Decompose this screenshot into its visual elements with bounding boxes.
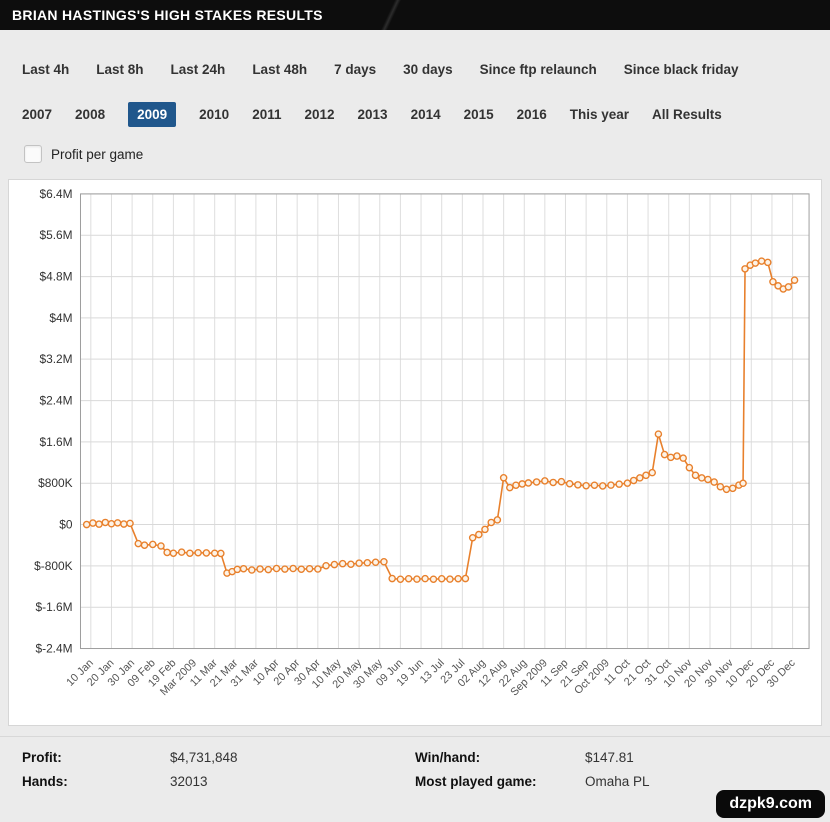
- time-filter-since-ftp-relaunch[interactable]: Since ftp relaunch: [479, 62, 597, 77]
- year-tab-2014[interactable]: 2014: [410, 106, 441, 122]
- time-filter-30-days[interactable]: 30 days: [403, 62, 453, 77]
- svg-text:$0: $0: [59, 518, 73, 532]
- win-per-hand-value: $147.81: [585, 749, 634, 765]
- most-played-game-value: Omaha PL: [585, 773, 650, 789]
- title-bar: BRIAN HASTINGS'S HIGH STAKES RESULTS: [0, 0, 830, 30]
- year-tab-2012[interactable]: 2012: [304, 106, 335, 122]
- time-filter-last-24h[interactable]: Last 24h: [170, 62, 226, 77]
- year-tab-2010[interactable]: 2010: [199, 106, 230, 122]
- year-tab-2009[interactable]: 2009: [128, 101, 177, 127]
- results-chart-panel: 10 Jan 20 Jan 30 Jan 09 Feb 19 Feb Mar 2009 11…: [8, 179, 822, 726]
- year-tab-all-results[interactable]: All Results: [652, 106, 722, 122]
- time-filter-last-8h[interactable]: Last 8h: [96, 62, 144, 77]
- profit-label: Profit:: [22, 749, 62, 765]
- time-filter-last-4h[interactable]: Last 4h: [22, 62, 70, 77]
- svg-text:$-2.4M: $-2.4M: [35, 641, 72, 655]
- year-tab-2007[interactable]: 2007: [22, 106, 53, 122]
- year-tab-this-year[interactable]: This year: [569, 106, 629, 122]
- hands-label: Hands:: [22, 773, 68, 789]
- svg-text:$4M: $4M: [49, 311, 72, 325]
- profit-per-game-toggle[interactable]: Profit per game: [24, 145, 830, 163]
- most-played-game-label: Most played game:: [415, 773, 537, 789]
- win-per-hand-label: Win/hand:: [415, 749, 481, 765]
- site-logo: dzpk9.com: [716, 789, 825, 818]
- year-tab-2016[interactable]: 2016: [516, 106, 547, 122]
- year-tab-2015[interactable]: 2015: [463, 106, 494, 122]
- profit-per-game-checkbox[interactable]: [24, 145, 42, 163]
- time-range-filters: Last 4h Last 8h Last 24h Last 48h 7 days 30 d…: [22, 62, 830, 77]
- time-filter-since-black-friday[interactable]: Since black friday: [623, 62, 739, 77]
- profit-per-game-label: Profit per game: [51, 146, 144, 162]
- year-tab-2013[interactable]: 2013: [357, 106, 388, 122]
- year-filters: 2007 2008 2009 2010 2011 2012 2013 2014 2015 2016…: [22, 101, 830, 127]
- svg-text:$6.4M: $6.4M: [39, 187, 72, 201]
- svg-text:$2.4M: $2.4M: [39, 394, 72, 408]
- year-tab-2008[interactable]: 2008: [75, 106, 106, 122]
- svg-text:$1.6M: $1.6M: [39, 435, 72, 449]
- hands-value: 32013: [170, 773, 208, 789]
- svg-text:$800K: $800K: [38, 476, 72, 490]
- svg-text:$5.6M: $5.6M: [39, 228, 72, 242]
- stats-grid: Profit: $4,731,848 Win/hand: $147.81 Han…: [22, 750, 830, 789]
- time-filter-last-48h[interactable]: Last 48h: [252, 62, 308, 77]
- time-filter-7-days[interactable]: 7 days: [334, 62, 377, 77]
- svg-text:$-800K: $-800K: [34, 559, 72, 573]
- svg-text:$4.8M: $4.8M: [39, 270, 72, 284]
- year-tab-2011[interactable]: 2011: [252, 106, 282, 122]
- svg-text:$-1.6M: $-1.6M: [35, 600, 72, 614]
- svg-text:$3.2M: $3.2M: [39, 352, 72, 366]
- stats-footer: Profit: $4,731,848 Win/hand: $147.81 Han…: [0, 735, 830, 822]
- title-bar-seam-decoration: [378, 0, 404, 30]
- profit-value: $4,731,848: [170, 749, 238, 765]
- page-title: BRIAN HASTINGS'S HIGH STAKES RESULTS: [12, 7, 323, 23]
